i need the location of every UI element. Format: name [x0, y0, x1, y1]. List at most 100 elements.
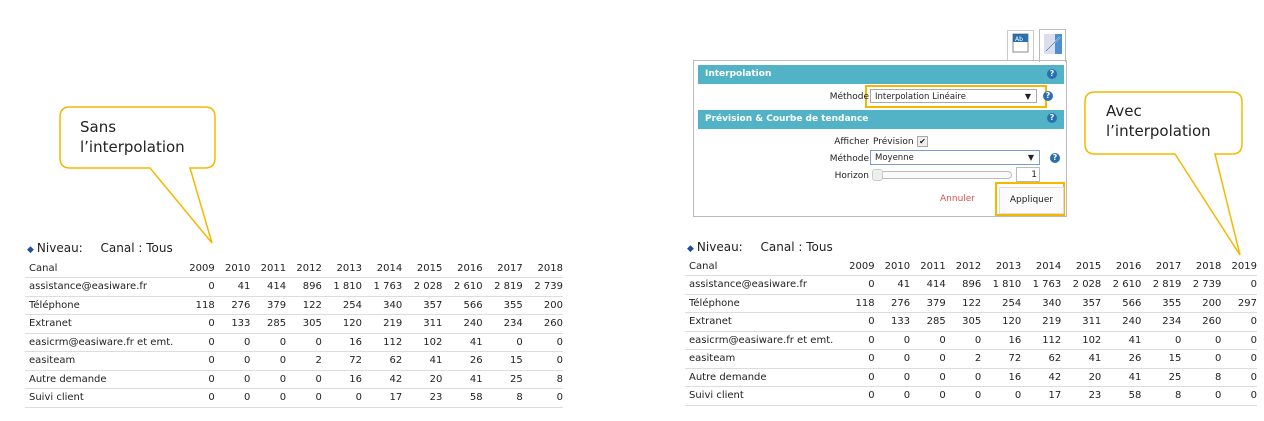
value-cell: 0 — [1221, 368, 1257, 387]
value-cell: 41 — [442, 333, 483, 352]
horizon-slider[interactable] — [872, 169, 1012, 181]
value-cell: 200 — [522, 296, 563, 315]
svg-text:Ab: Ab — [1015, 36, 1023, 43]
value-cell: 0 — [1181, 349, 1222, 369]
value-cell: 26 — [442, 351, 483, 371]
value-cell: 72 — [981, 349, 1022, 369]
value-cell: 260 — [522, 314, 563, 334]
year-header: 2017 — [1141, 258, 1182, 276]
horizon-input[interactable]: 1 — [1016, 167, 1040, 182]
value-cell: 379 — [250, 296, 287, 315]
value-cell: 200 — [1181, 294, 1222, 313]
tab-text-label[interactable]: Ab — [1007, 30, 1034, 61]
value-cell: 16 — [321, 333, 362, 352]
value-cell: 0 — [179, 388, 215, 408]
canal-header: Canal — [25, 260, 179, 278]
value-cell: 414 — [910, 275, 946, 295]
forecast-method-select[interactable]: Moyenne ▼ — [870, 150, 1040, 165]
value-cell: 41 — [1101, 368, 1142, 387]
slider-handle[interactable] — [872, 169, 883, 181]
value-cell: 118 — [179, 296, 215, 315]
canal-cell: Autre demande — [25, 370, 179, 389]
year-header: 2012 — [945, 258, 982, 276]
year-header: 2009 — [839, 258, 875, 276]
value-cell: 566 — [1101, 294, 1142, 313]
value-cell: 2 610 — [1101, 275, 1142, 295]
value-cell: 379 — [910, 294, 946, 313]
value-cell: 15 — [482, 351, 523, 371]
dropdown-arrow-icon: ▼ — [1027, 153, 1034, 162]
value-cell: 1 810 — [321, 277, 362, 297]
table-row: assistance@easiware.fr 0 41 414 896 1 810 1 76… — [685, 275, 1257, 295]
value-cell: 0 — [250, 388, 287, 408]
year-header: 2014 — [362, 260, 403, 278]
prevision-checkbox[interactable]: ✔ — [917, 136, 928, 147]
table-row: easiteam 0 0 0 2 72 62 41 26 15 0 — [25, 351, 563, 371]
help-icon[interactable]: ? — [1047, 69, 1057, 79]
value-cell: 297 — [1221, 294, 1257, 313]
value-cell: 234 — [1141, 312, 1182, 332]
value-cell: 234 — [482, 314, 523, 334]
niveau-label: Niveau: — [696, 240, 743, 254]
value-cell: 305 — [945, 312, 982, 332]
select-value: Moyenne — [875, 153, 914, 163]
prevision-label: Prévision — [873, 137, 914, 147]
value-cell: 340 — [362, 296, 403, 315]
value-cell: 311 — [1061, 312, 1102, 332]
year-header: 2016 — [442, 260, 483, 278]
value-cell: 276 — [214, 296, 251, 315]
value-cell: 72 — [321, 351, 362, 371]
select-value: Interpolation Linéaire — [875, 92, 966, 102]
value-cell: 0 — [1221, 349, 1257, 369]
value-cell: 0 — [286, 370, 322, 389]
tab-trend[interactable] — [1039, 29, 1066, 62]
horizon-label: Horizon — [834, 171, 869, 181]
bullet-icon: ◆ — [687, 244, 694, 254]
cancel-button[interactable]: Annuler — [940, 194, 976, 204]
value-cell: 41 — [442, 370, 483, 389]
callout-line: Sans — [80, 118, 117, 136]
help-icon[interactable]: ? — [1043, 91, 1053, 101]
value-cell: 0 — [945, 386, 982, 406]
table-row: Suivi client 0 0 0 0 0 17 23 58 8 0 — [25, 388, 563, 408]
year-header: 2016 — [1101, 258, 1142, 276]
value-cell: 0 — [214, 370, 251, 389]
value-cell: 0 — [179, 277, 215, 297]
value-cell: 0 — [250, 333, 287, 352]
value-cell: 41 — [402, 351, 443, 371]
apply-button[interactable]: Appliquer — [999, 187, 1064, 214]
value-cell: 41 — [214, 277, 251, 297]
help-icon[interactable]: ? — [1047, 113, 1057, 123]
help-icon[interactable]: ? — [1050, 153, 1060, 163]
value-cell: 102 — [1061, 331, 1102, 350]
value-cell: 285 — [250, 314, 287, 334]
value-cell: 41 — [1061, 349, 1102, 369]
value-cell: 414 — [250, 277, 287, 297]
right-data-table: Canal 2009 2010 2011 2012 2013 2014 2015 2016 201… — [685, 258, 1257, 406]
table-row: Téléphone 118 276 379 122 254 340 357 566 355 200 2… — [685, 294, 1257, 313]
callout-line: l’interpolation — [80, 138, 185, 156]
value-cell: 0 — [179, 333, 215, 352]
value-cell: 305 — [286, 314, 322, 334]
dropdown-arrow-icon: ▼ — [1024, 92, 1031, 101]
methode2-label: Méthode — [829, 154, 869, 164]
year-header: 2017 — [482, 260, 523, 278]
section-title: Prévision & Courbe de tendance — [705, 114, 869, 124]
header-row: Canal 2009 2010 2011 2012 2013 2014 2015 2016 201… — [685, 258, 1257, 276]
value-cell: 8 — [522, 370, 563, 389]
value-cell: 0 — [839, 349, 875, 369]
value-cell: 355 — [1141, 294, 1182, 313]
value-cell: 23 — [1061, 386, 1102, 406]
value-cell: 0 — [910, 349, 946, 369]
value-cell: 0 — [214, 388, 251, 408]
value-cell: 0 — [1141, 331, 1182, 350]
value-cell: 0 — [839, 386, 875, 406]
value-cell: 276 — [874, 294, 911, 313]
value-cell: 2 819 — [1141, 275, 1182, 295]
canal-cell: Téléphone — [685, 294, 839, 313]
interpolation-header: Interpolation — [698, 65, 1064, 84]
value-cell: 0 — [286, 388, 322, 408]
interpolation-method-select[interactable]: Interpolation Linéaire ▼ — [870, 89, 1037, 103]
value-cell: 357 — [1061, 294, 1102, 313]
value-cell: 0 — [179, 370, 215, 389]
